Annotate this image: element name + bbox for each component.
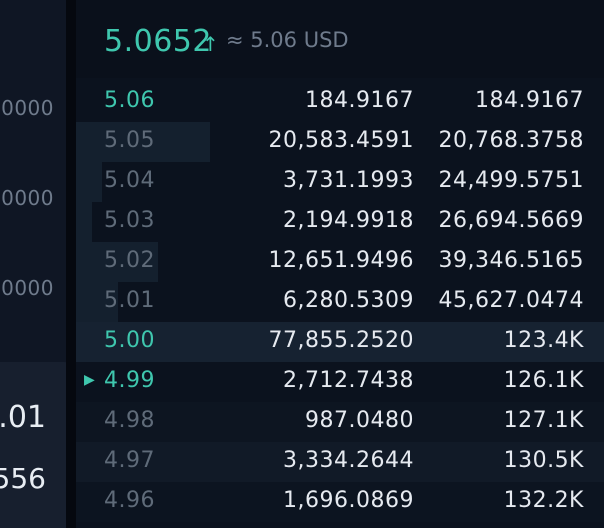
order-row[interactable]: 5.06 184.9167 184.9167	[76, 82, 604, 122]
left-row-value: .0000	[0, 96, 54, 120]
left-row-value: 0000	[1, 276, 54, 300]
row-total: 45,627.0474	[438, 288, 584, 313]
left-summary-card: 5.01 556	[0, 362, 72, 528]
order-row[interactable]: 4.98 987.0480 127.1K	[76, 402, 604, 442]
order-row[interactable]: 5.02 12,651.9496 39,346.5165	[76, 242, 604, 282]
row-total: 24,499.5751	[438, 168, 584, 193]
row-total: 132.2K	[503, 488, 584, 513]
order-row[interactable]: 5.01 6,280.5309 45,627.0474	[76, 282, 604, 322]
row-amount: 2,194.9918	[283, 208, 414, 233]
usd-equivalent: ≈ 5.06 USD	[226, 28, 349, 52]
row-price: 5.01	[104, 288, 155, 313]
row-total: 26,694.5669	[438, 208, 584, 233]
row-price: 4.96	[104, 488, 155, 513]
row-price: 5.05	[104, 128, 155, 153]
left-row-value: 0000	[1, 186, 54, 210]
arrow-up-icon: ↑	[202, 32, 219, 56]
row-amount: 12,651.9496	[268, 248, 414, 273]
row-price: 5.06	[104, 88, 155, 113]
row-amount: 3,731.1993	[283, 168, 414, 193]
order-row[interactable]: 5.04 3,731.1993 24,499.5751	[76, 162, 604, 202]
order-row[interactable]: 5.05 20,583.4591 20,768.3758	[76, 122, 604, 162]
last-price: 5.0652	[104, 24, 212, 59]
row-amount: 77,855.2520	[268, 328, 414, 353]
row-price: 5.00	[104, 328, 155, 353]
depth-bar	[76, 242, 158, 282]
row-total: 127.1K	[503, 408, 584, 433]
row-amount: 184.9167	[305, 88, 414, 113]
order-row[interactable]: ▶ 4.99 2,712.7438 126.1K	[76, 362, 604, 402]
row-total: 123.4K	[503, 328, 584, 353]
row-amount: 987.0480	[305, 408, 414, 433]
depth-bar	[76, 122, 210, 162]
card-value: 5.01	[0, 400, 46, 435]
depth-bar	[76, 202, 92, 242]
row-amount: 2,712.7438	[283, 368, 414, 393]
row-amount: 20,583.4591	[268, 128, 414, 153]
row-total: 130.5K	[503, 448, 584, 473]
row-price: 5.03	[104, 208, 155, 233]
row-price: 4.97	[104, 448, 155, 473]
row-total: 20,768.3758	[438, 128, 584, 153]
panel-divider	[66, 0, 76, 528]
depth-bar	[76, 282, 118, 322]
order-row[interactable]: 5.03 2,194.9918 26,694.5669	[76, 202, 604, 242]
row-price: 5.04	[104, 168, 155, 193]
order-row[interactable]: 5.00 77,855.2520 123.4K	[76, 322, 604, 362]
order-book: 5.0652 ↑ ≈ 5.06 USD 5.06 184.9167 184.91…	[76, 0, 604, 528]
order-book-header: 5.0652 ↑ ≈ 5.06 USD	[76, 0, 604, 78]
row-price: 4.98	[104, 408, 155, 433]
row-amount: 1,696.0869	[283, 488, 414, 513]
depth-bar	[76, 482, 604, 522]
order-book-rows: 5.06 184.9167 184.9167 5.05 20,583.4591 …	[76, 82, 604, 522]
order-row[interactable]: 4.96 1,696.0869 132.2K	[76, 482, 604, 522]
row-amount: 6,280.5309	[283, 288, 414, 313]
card-value: 556	[0, 462, 46, 495]
depth-bar	[76, 322, 604, 362]
depth-bar	[76, 442, 604, 482]
row-total: 39,346.5165	[438, 248, 584, 273]
depth-bar	[76, 162, 102, 202]
row-total: 184.9167	[475, 88, 584, 113]
depth-bar	[76, 402, 604, 442]
row-price: 5.02	[104, 248, 155, 273]
row-total: 126.1K	[503, 368, 584, 393]
row-price: 4.99	[104, 368, 155, 393]
row-amount: 3,334.2644	[283, 448, 414, 473]
order-row[interactable]: 4.97 3,334.2644 130.5K	[76, 442, 604, 482]
current-row-marker-icon: ▶	[84, 372, 95, 388]
